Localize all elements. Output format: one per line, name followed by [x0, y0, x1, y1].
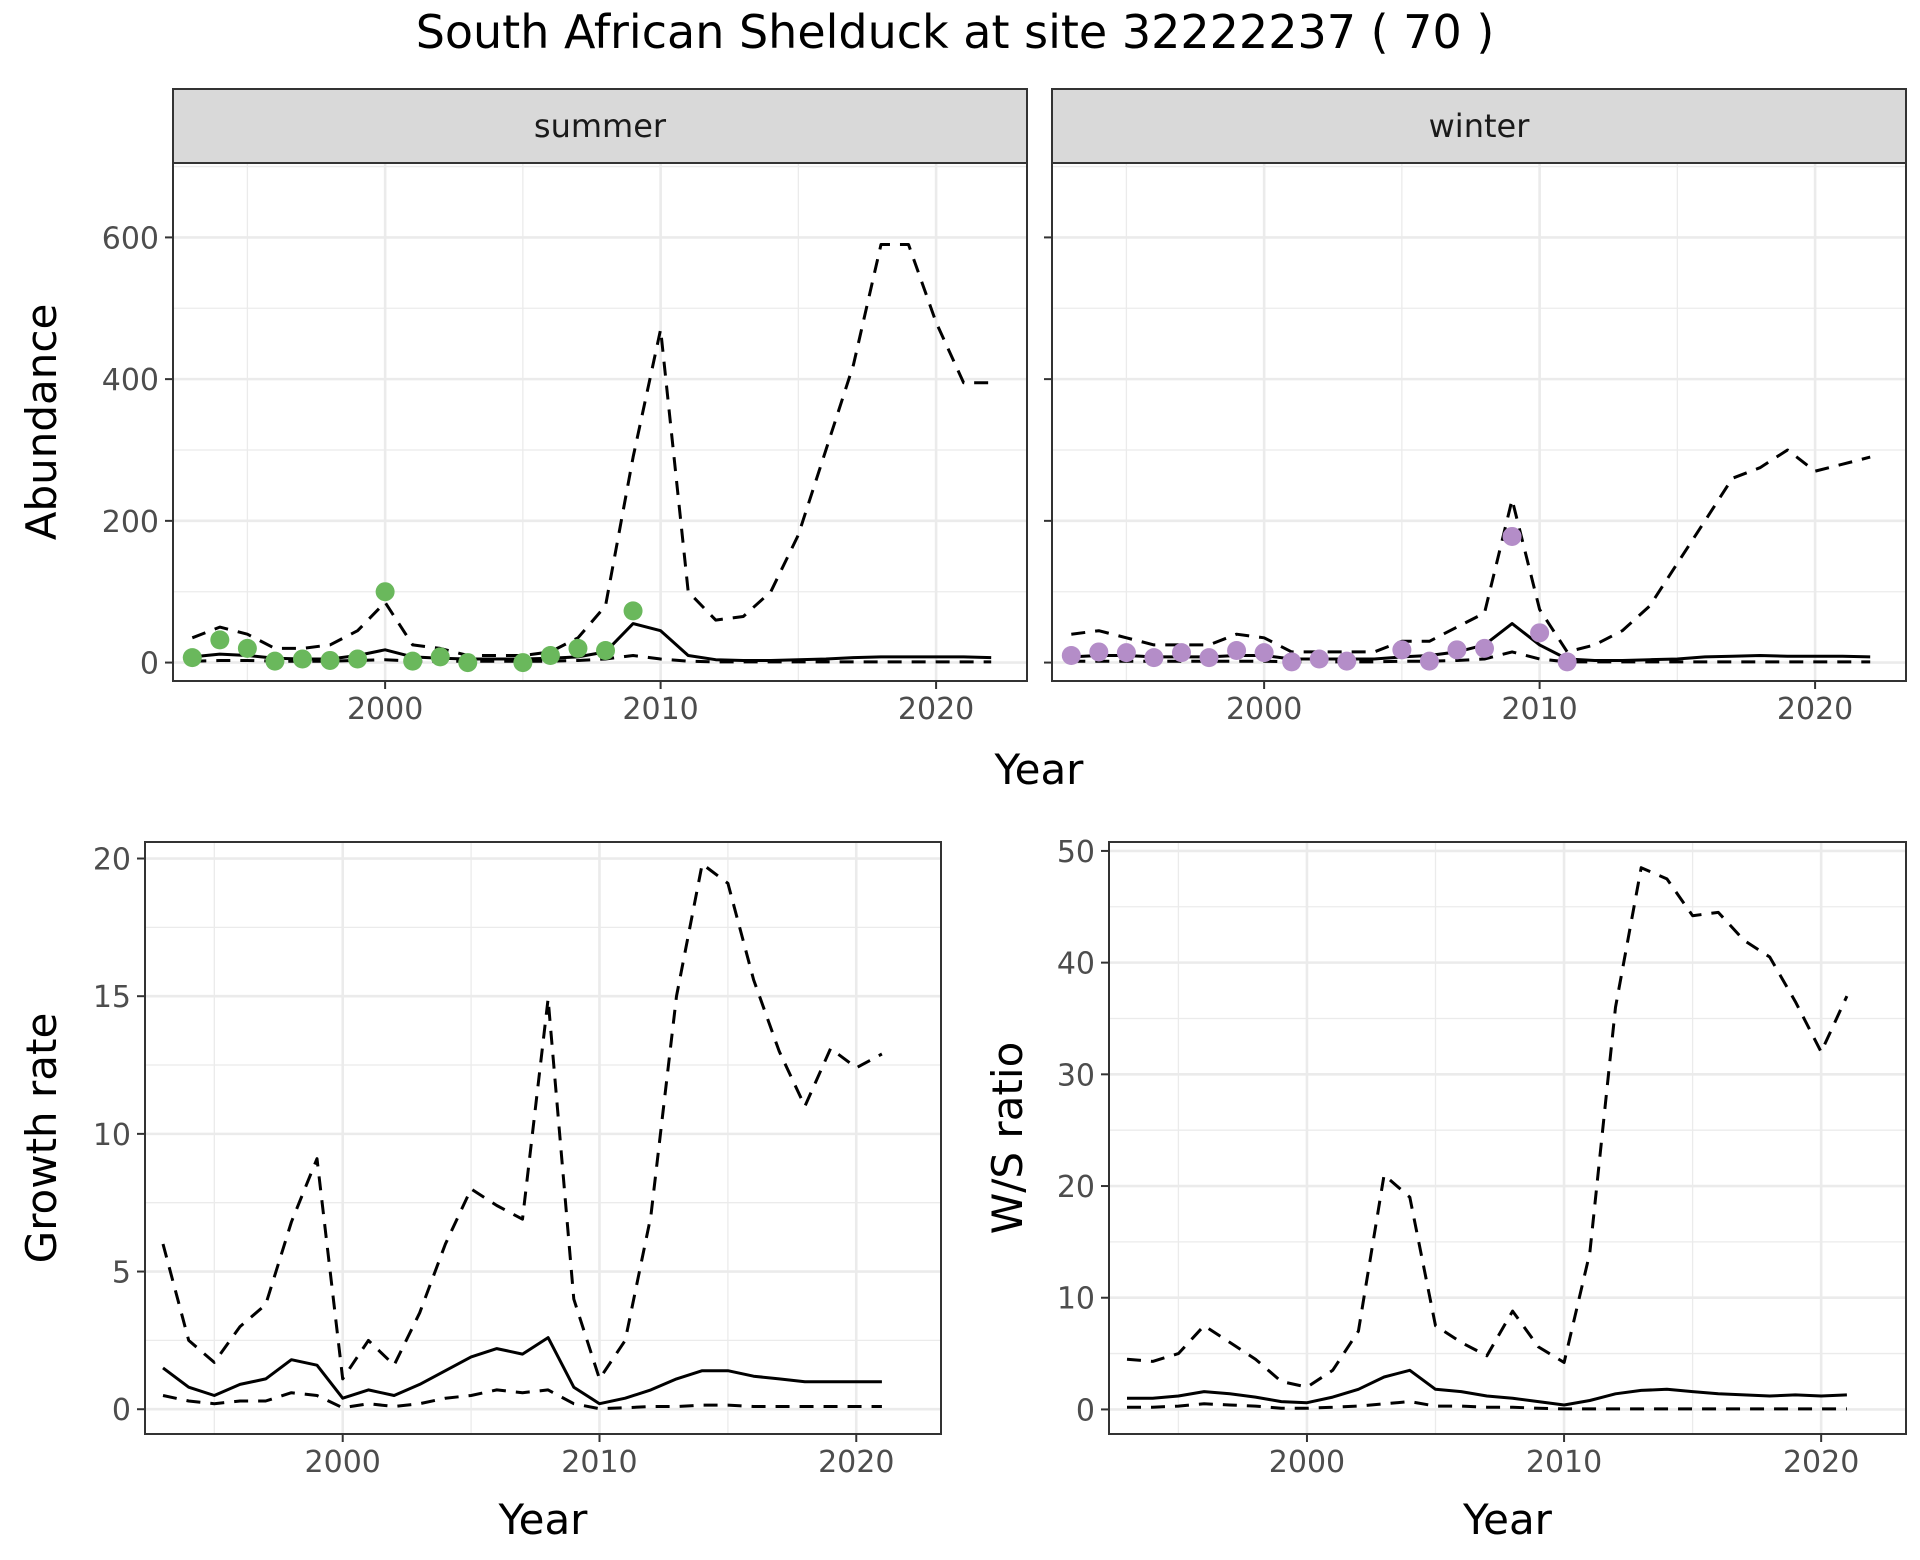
y-tick-label: 10 — [1057, 1282, 1095, 1317]
data-point — [1282, 652, 1302, 672]
plot-background — [145, 842, 941, 1434]
data-point — [513, 653, 533, 673]
ws-ratio-panel: 2000 2010 2020 0 10 20 30 40 50 Year W/S ratio — [983, 835, 1907, 1544]
y-axis-title: W/S ratio — [983, 1042, 1032, 1235]
data-point — [596, 641, 616, 661]
data-point — [1392, 640, 1412, 660]
x-tick-label: 2020 — [818, 1445, 894, 1480]
data-point — [1199, 648, 1219, 668]
data-point — [1254, 643, 1274, 663]
series-line-upper — [1126, 866, 1849, 1389]
data-point — [1447, 640, 1467, 660]
series-line-median — [1127, 1368, 1847, 1407]
facet-strip — [1051, 88, 1907, 164]
series-line-median — [162, 1336, 882, 1406]
y-axis-title: Growth rate — [17, 1013, 66, 1264]
abundance-panel-summer: 2000 2010 2020 0 200 400 600 summer Abundance — [17, 88, 1028, 727]
data-point — [320, 650, 340, 670]
x-axis-title: Year — [498, 1495, 589, 1544]
data-point — [265, 651, 285, 671]
y-tick-label: 15 — [93, 980, 131, 1015]
y-tick-label: 20 — [1057, 1170, 1095, 1205]
y-tick-label: 0 — [1076, 1393, 1095, 1428]
x-tick-label: 2010 — [622, 692, 698, 727]
data-point — [1144, 648, 1164, 668]
figure-title: South African Shelduck at site 32222237 … — [416, 5, 1495, 59]
y-tick-label: 40 — [1057, 947, 1095, 982]
data-point — [210, 630, 230, 650]
x-axis-title: Year — [994, 745, 1085, 794]
plot-background — [1052, 163, 1906, 681]
abundance-panel-winter: 2000 2010 2020 winter — [1044, 88, 1907, 727]
y-tick-label: 400 — [102, 363, 159, 398]
chart-panels: 2000 2010 20200200400600summerAbundance200… — [17, 88, 1907, 1544]
y-tick-label: 0 — [112, 1393, 131, 1428]
y-tick-label: 10 — [93, 1118, 131, 1153]
y-tick-label: 30 — [1057, 1058, 1095, 1093]
data-point — [1116, 643, 1136, 663]
data-point — [1089, 642, 1109, 662]
x-tick-label: 2020 — [898, 692, 974, 727]
facet-strip-label: summer — [534, 107, 667, 145]
growth-rate-panel: 2000 2010 2020 0 5 10 15 20 Year Growth rate — [17, 841, 942, 1544]
y-tick-label: 50 — [1057, 835, 1095, 870]
data-point — [1171, 643, 1191, 663]
y-tick-label: 5 — [112, 1256, 131, 1291]
data-point — [182, 648, 202, 668]
data-point — [348, 649, 368, 669]
data-point — [540, 645, 560, 665]
x-axis-title: Year — [1462, 1495, 1553, 1544]
data-point — [1419, 651, 1439, 671]
x-tick-label: 2000 — [305, 1445, 381, 1480]
plot-background — [173, 163, 1027, 681]
y-tick-label: 20 — [93, 843, 131, 878]
data-point — [1475, 638, 1495, 658]
data-point — [430, 647, 450, 667]
x-tick-label: 2000 — [1226, 692, 1302, 727]
data-point — [403, 651, 423, 671]
x-tick-label: 2010 — [1501, 692, 1577, 727]
data-point — [1061, 645, 1081, 665]
plot-background — [1109, 842, 1906, 1434]
data-point — [1337, 651, 1357, 671]
x-tick-label: 2000 — [1269, 1445, 1345, 1480]
panel-border — [144, 841, 942, 1435]
facet-strip-label: winter — [1429, 107, 1531, 145]
series-line-upper — [1071, 448, 1871, 654]
x-tick-label: 2010 — [1526, 1445, 1602, 1480]
data-point — [375, 582, 395, 602]
y-tick-label: 600 — [102, 221, 159, 256]
series-line-lower — [162, 1388, 882, 1411]
x-tick-label: 2020 — [1783, 1445, 1859, 1480]
y-tick-label: 200 — [102, 505, 159, 540]
x-tick-label: 2010 — [561, 1445, 637, 1480]
data-point — [458, 653, 478, 673]
series-line-upper — [161, 862, 883, 1381]
data-point — [1530, 623, 1550, 643]
series-line-upper — [191, 243, 992, 657]
data-point — [1502, 526, 1522, 546]
series-line-lower — [1127, 1400, 1847, 1411]
panel-border — [1108, 841, 1907, 1435]
data-point — [1309, 649, 1329, 669]
data-point — [623, 601, 643, 621]
facet-strip — [172, 88, 1028, 164]
x-tick-label: 2020 — [1777, 692, 1853, 727]
x-tick-label: 2000 — [347, 692, 423, 727]
data-point — [292, 649, 312, 669]
data-point — [568, 638, 588, 658]
data-point — [1557, 652, 1577, 672]
y-tick-label: 0 — [140, 647, 159, 682]
data-point — [237, 638, 257, 658]
data-point — [1227, 641, 1247, 661]
y-axis-title: Abundance — [17, 304, 66, 541]
